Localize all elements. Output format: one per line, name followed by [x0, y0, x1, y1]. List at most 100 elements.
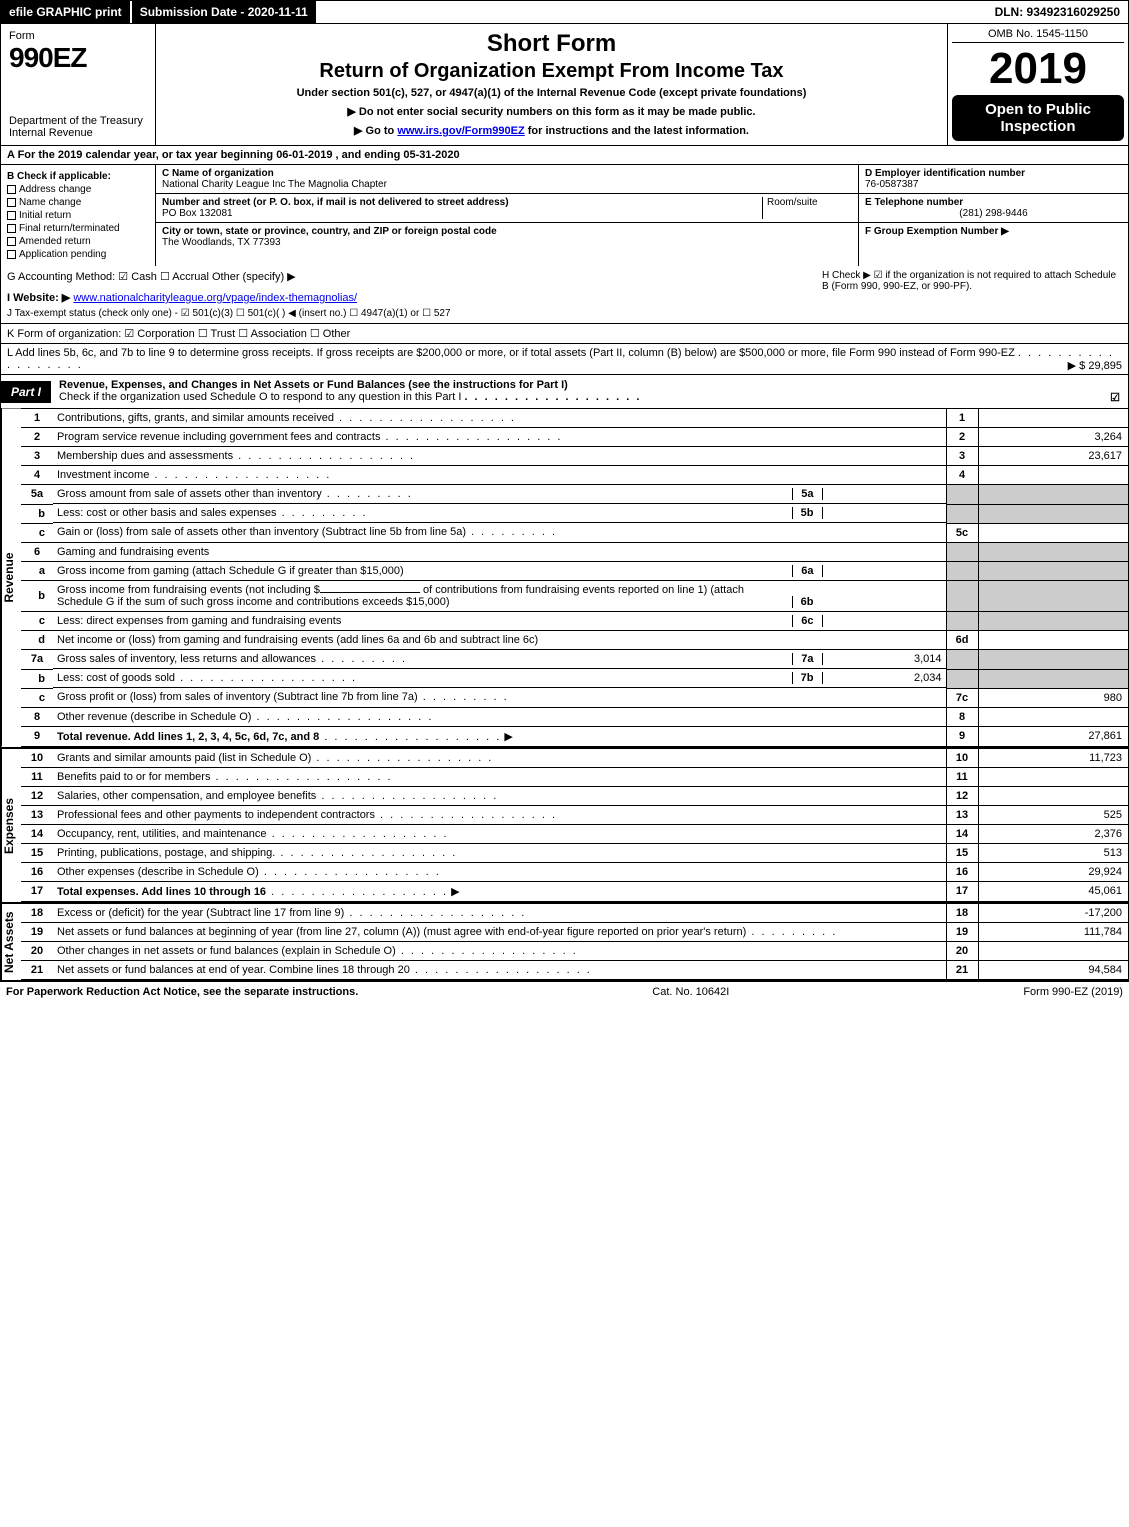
room-label: Room/suite [767, 197, 818, 208]
line-1-val [978, 409, 1128, 428]
line-15: Printing, publications, postage, and shi… [57, 847, 275, 859]
line-5c-val [978, 523, 1128, 542]
line-6a: Gross income from gaming (attach Schedul… [57, 565, 404, 577]
line-16-val: 29,924 [978, 862, 1128, 881]
addr-label: Number and street (or P. O. box, if mail… [162, 197, 509, 208]
part-1-header: Part I Revenue, Expenses, and Changes in… [0, 375, 1129, 409]
line-8: Other revenue (describe in Schedule O) [57, 711, 251, 723]
tax-exempt-status: J Tax-exempt status (check only one) - ☑… [7, 308, 822, 319]
line-8-val [978, 707, 1128, 726]
chk-address[interactable]: Address change [19, 184, 91, 195]
open-inspection: Open to Public Inspection [952, 95, 1124, 141]
d-label: D Employer identification number [865, 168, 1025, 179]
website-label: I Website: ▶ [7, 292, 70, 304]
line-10-val: 11,723 [978, 749, 1128, 768]
tax-year: 2019 [952, 47, 1124, 91]
line-6a-val [822, 565, 942, 577]
page-footer: For Paperwork Reduction Act Notice, see … [0, 981, 1129, 1002]
line-19: Net assets or fund balances at beginning… [57, 926, 746, 938]
instructions-note: ▶ Go to www.irs.gov/Form990EZ for instru… [164, 124, 939, 137]
chk-initial[interactable]: Initial return [19, 210, 71, 221]
form-of-org: K Form of organization: ☑ Corporation ☐ … [0, 324, 1129, 344]
line-6d-val [978, 631, 1128, 650]
line-2-val: 3,264 [978, 428, 1128, 447]
expenses-section: Expenses 10Grants and similar amounts pa… [0, 747, 1129, 902]
c-label: C Name of organization [162, 168, 852, 179]
line-6c-val [822, 615, 942, 627]
line-5c: Gain or (loss) from sale of assets other… [57, 526, 466, 538]
line-3-val: 23,617 [978, 447, 1128, 466]
irs-link[interactable]: www.irs.gov/Form990EZ [397, 125, 524, 137]
row-gh: G Accounting Method: ☑ Cash ☐ Accrual Ot… [0, 266, 1129, 324]
dln: DLN: 93492316029250 [987, 1, 1128, 23]
meta-block: B Check if applicable: Address change Na… [0, 165, 1129, 266]
line-12-val [978, 786, 1128, 805]
e-label: E Telephone number [865, 197, 963, 208]
line-6: Gaming and fundraising events [53, 542, 946, 561]
box-b-title: B Check if applicable: [7, 171, 111, 182]
schedule-b-check: H Check ▶ ☑ if the organization is not r… [822, 270, 1122, 319]
line-14-val: 2,376 [978, 824, 1128, 843]
line-1: Contributions, gifts, grants, and simila… [57, 412, 334, 424]
ein-value: 76-0587387 [865, 179, 918, 190]
website-link[interactable]: www.nationalcharityleague.org/vpage/inde… [73, 292, 357, 304]
line-13: Professional fees and other payments to … [57, 809, 375, 821]
title-return: Return of Organization Exempt From Incom… [164, 60, 939, 83]
chk-pending[interactable]: Application pending [19, 249, 106, 260]
ssn-warning: ▶ Do not enter social security numbers o… [164, 105, 939, 118]
omb-number: OMB No. 1545-1150 [952, 28, 1124, 43]
line-20-val [978, 941, 1128, 960]
line-14: Occupancy, rent, utilities, and maintena… [57, 828, 267, 840]
line-15-val: 513 [978, 843, 1128, 862]
row-l-gross: L Add lines 5b, 6c, and 7b to line 9 to … [0, 344, 1129, 375]
line-16: Other expenses (describe in Schedule O) [57, 866, 259, 878]
revenue-section: Revenue 1Contributions, gifts, grants, a… [0, 409, 1129, 747]
form-number: 990EZ [9, 42, 147, 74]
line-18: Excess or (deficit) for the year (Subtra… [57, 907, 344, 919]
part-1-checkbox[interactable]: ☑ [1110, 391, 1120, 404]
net-assets-sidelabel: Net Assets [1, 904, 21, 980]
line-17-val: 45,061 [978, 881, 1128, 901]
line-2: Program service revenue including govern… [57, 431, 380, 443]
city-label: City or town, state or province, country… [162, 226, 852, 237]
row-a-period: A For the 2019 calendar year, or tax yea… [0, 146, 1129, 165]
line-20: Other changes in net assets or fund bala… [57, 945, 396, 957]
line-4-val [978, 466, 1128, 485]
chk-amended[interactable]: Amended return [19, 236, 91, 247]
org-name: National Charity League Inc The Magnolia… [162, 179, 852, 190]
line-21-val: 94,584 [978, 960, 1128, 979]
line-19-val: 111,784 [978, 922, 1128, 941]
expenses-sidelabel: Expenses [1, 749, 21, 902]
chk-final[interactable]: Final return/terminated [19, 223, 120, 234]
top-bar: efile GRAPHIC print Submission Date - 20… [0, 0, 1129, 24]
form-ref: Form 990-EZ (2019) [1023, 986, 1123, 998]
line-7c: Gross profit or (loss) from sales of inv… [57, 691, 418, 703]
chk-name[interactable]: Name change [19, 197, 81, 208]
line-17: Total expenses. Add lines 10 through 16 [57, 886, 266, 898]
form-label: Form [9, 30, 147, 42]
org-address: PO Box 132081 [162, 208, 233, 219]
line-6c: Less: direct expenses from gaming and fu… [57, 615, 341, 627]
efile-print-button[interactable]: efile GRAPHIC print [1, 1, 130, 23]
line-13-val: 525 [978, 805, 1128, 824]
line-7a: Gross sales of inventory, less returns a… [57, 653, 316, 665]
line-21: Net assets or fund balances at end of ye… [57, 964, 410, 976]
line-3: Membership dues and assessments [57, 450, 233, 462]
net-assets-section: Net Assets 18Excess or (deficit) for the… [0, 902, 1129, 981]
line-11: Benefits paid to or for members [57, 771, 210, 783]
line-6b: Gross income from fundraising events (no… [57, 584, 320, 596]
submission-date: Submission Date - 2020-11-11 [130, 1, 316, 23]
line-5b: Less: cost or other basis and sales expe… [57, 507, 277, 519]
line-4: Investment income [57, 469, 149, 481]
org-city: The Woodlands, TX 77393 [162, 237, 852, 248]
subtitle: Under section 501(c), 527, or 4947(a)(1)… [164, 87, 939, 99]
line-5a: Gross amount from sale of assets other t… [57, 488, 322, 500]
part-1-check-text: Check if the organization used Schedule … [59, 391, 461, 403]
revenue-sidelabel: Revenue [1, 409, 21, 747]
line-10: Grants and similar amounts paid (list in… [57, 752, 311, 764]
line-12: Salaries, other compensation, and employ… [57, 790, 316, 802]
irs-label: Internal Revenue [9, 127, 147, 139]
line-5a-val [822, 488, 942, 500]
line-7a-val: 3,014 [822, 653, 942, 665]
gross-receipts-val: ▶ $ 29,895 [1068, 359, 1122, 372]
